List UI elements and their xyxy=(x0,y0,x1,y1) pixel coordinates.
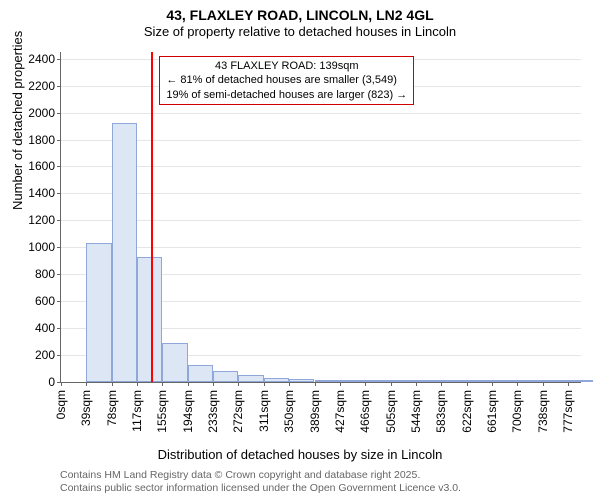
grid-line xyxy=(61,193,581,194)
x-tick-mark xyxy=(315,382,316,386)
histogram-bar xyxy=(441,380,466,382)
annotation-line1: ← 81% of detached houses are smaller (3,… xyxy=(166,73,407,87)
histogram-bar xyxy=(315,380,340,382)
histogram-bar xyxy=(112,123,137,382)
y-tick-label: 2000 xyxy=(28,106,61,120)
x-tick-label: 272sqm xyxy=(231,390,245,433)
x-tick-mark xyxy=(112,382,113,386)
x-tick-mark xyxy=(162,382,163,386)
y-tick-label: 800 xyxy=(35,267,61,281)
x-tick-mark xyxy=(365,382,366,386)
histogram-bar xyxy=(162,343,187,382)
x-tick-label: 427sqm xyxy=(333,390,347,433)
x-tick-mark xyxy=(61,382,62,386)
x-tick-label: 622sqm xyxy=(460,390,474,433)
grid-line xyxy=(61,140,581,141)
y-tick-label: 400 xyxy=(35,321,61,335)
histogram-bar xyxy=(365,380,390,382)
x-tick-mark xyxy=(86,382,87,386)
grid-line xyxy=(61,166,581,167)
footer-line1: Contains HM Land Registry data © Crown c… xyxy=(60,469,461,483)
histogram-bar xyxy=(467,380,492,382)
x-tick-label: 700sqm xyxy=(510,390,524,433)
y-tick-label: 200 xyxy=(35,348,61,362)
annotation-title: 43 FLAXLEY ROAD: 139sqm xyxy=(166,59,407,73)
y-tick-label: 0 xyxy=(48,375,61,389)
x-tick-mark xyxy=(137,382,138,386)
histogram-bar xyxy=(289,379,314,382)
x-tick-label: 311sqm xyxy=(257,390,271,432)
x-tick-mark xyxy=(467,382,468,386)
x-tick-mark xyxy=(391,382,392,386)
grid-line xyxy=(61,220,581,221)
x-tick-mark xyxy=(416,382,417,386)
y-tick-label: 1000 xyxy=(28,240,61,254)
x-tick-label: 505sqm xyxy=(384,390,398,433)
y-tick-label: 600 xyxy=(35,294,61,308)
x-tick-label: 0sqm xyxy=(54,390,68,419)
y-tick-label: 1400 xyxy=(28,186,61,200)
x-tick-mark xyxy=(543,382,544,386)
x-tick-label: 389sqm xyxy=(308,390,322,433)
x-tick-label: 39sqm xyxy=(79,390,93,426)
x-tick-mark xyxy=(441,382,442,386)
chart-footer: Contains HM Land Registry data © Crown c… xyxy=(60,469,461,496)
x-tick-label: 544sqm xyxy=(409,390,423,433)
y-tick-label: 2200 xyxy=(28,79,61,93)
x-tick-label: 194sqm xyxy=(181,390,195,433)
x-tick-mark xyxy=(340,382,341,386)
y-tick-label: 2400 xyxy=(28,52,61,66)
x-tick-mark xyxy=(289,382,290,386)
histogram-bar xyxy=(213,371,238,382)
plot-area: 0200400600800100012001400160018002000220… xyxy=(60,52,581,383)
x-tick-mark xyxy=(568,382,569,386)
histogram-bar xyxy=(543,380,568,382)
chart-title: 43, FLAXLEY ROAD, LINCOLN, LN2 4GL xyxy=(0,0,600,24)
histogram-bar xyxy=(188,365,213,383)
x-tick-mark xyxy=(238,382,239,386)
histogram-bar xyxy=(264,378,289,382)
x-tick-label: 350sqm xyxy=(282,390,296,433)
histogram-bar xyxy=(416,380,441,382)
grid-line xyxy=(61,113,581,114)
x-tick-mark xyxy=(213,382,214,386)
y-tick-label: 1800 xyxy=(28,133,61,147)
x-tick-label: 777sqm xyxy=(561,390,575,433)
marker-line xyxy=(151,52,153,382)
histogram-bar xyxy=(517,380,542,382)
x-axis-label: Distribution of detached houses by size … xyxy=(0,447,600,462)
grid-line xyxy=(61,247,581,248)
x-tick-mark xyxy=(188,382,189,386)
x-tick-label: 78sqm xyxy=(105,390,119,426)
x-tick-mark xyxy=(492,382,493,386)
x-tick-label: 466sqm xyxy=(358,390,372,433)
x-tick-label: 661sqm xyxy=(485,390,499,433)
x-tick-label: 738sqm xyxy=(536,390,550,433)
footer-line2: Contains public sector information licen… xyxy=(60,482,461,496)
x-tick-label: 233sqm xyxy=(206,390,220,433)
annotation-line2: 19% of semi-detached houses are larger (… xyxy=(166,88,407,102)
property-size-chart: 43, FLAXLEY ROAD, LINCOLN, LN2 4GL Size … xyxy=(0,0,600,500)
x-tick-label: 117sqm xyxy=(130,390,144,432)
annotation-box: 43 FLAXLEY ROAD: 139sqm← 81% of detached… xyxy=(159,56,414,105)
histogram-bar xyxy=(568,380,593,382)
x-tick-mark xyxy=(264,382,265,386)
chart-subtitle: Size of property relative to detached ho… xyxy=(0,24,600,43)
x-tick-label: 583sqm xyxy=(434,390,448,433)
histogram-bar xyxy=(238,375,263,382)
y-tick-label: 1600 xyxy=(28,159,61,173)
histogram-bar xyxy=(137,257,162,382)
y-axis-label: Number of detached properties xyxy=(10,31,25,210)
x-tick-mark xyxy=(517,382,518,386)
histogram-bar xyxy=(391,380,416,382)
x-tick-label: 155sqm xyxy=(155,390,169,433)
y-tick-label: 1200 xyxy=(28,213,61,227)
histogram-bar xyxy=(340,380,365,382)
histogram-bar xyxy=(86,243,111,382)
histogram-bar xyxy=(492,380,517,382)
